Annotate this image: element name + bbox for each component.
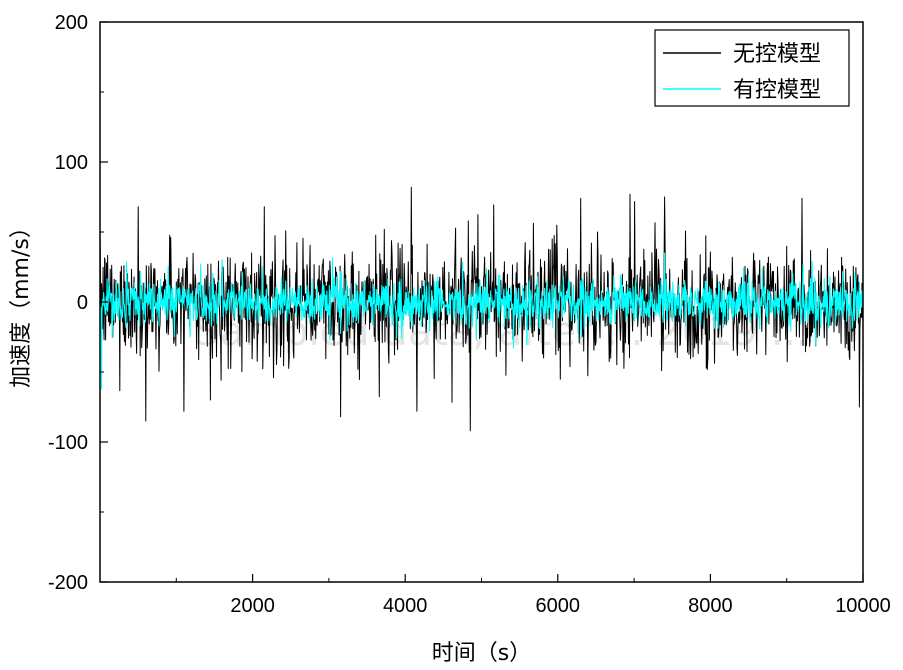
x-tick-label: 8000: [688, 595, 733, 617]
legend-entry: 无控模型: [733, 42, 821, 67]
y-tick-label: 0: [77, 292, 88, 314]
x-tick-label: 10000: [835, 595, 891, 617]
y-axis-label: 加速度（mm/s）: [9, 216, 34, 388]
x-tick-label: 4000: [383, 595, 428, 617]
y-tick-label: -200: [48, 572, 88, 594]
y-tick-label: -100: [48, 432, 88, 454]
x-tick-label: 2000: [230, 595, 275, 617]
series-layer: [99, 186, 864, 432]
axis-layer: -200 -100 0 100 200 2000 4000 6000 8000 10000: [48, 12, 891, 617]
legend-box: [654, 29, 850, 107]
legend-entry: 有控模型: [733, 78, 821, 103]
x-tick-label: 6000: [536, 595, 581, 617]
x-axis-label: 时间（s）: [432, 641, 531, 666]
series-line-controlled: [99, 252, 864, 390]
y-tick-label: 100: [55, 152, 88, 174]
y-tick-label: 200: [55, 12, 88, 34]
